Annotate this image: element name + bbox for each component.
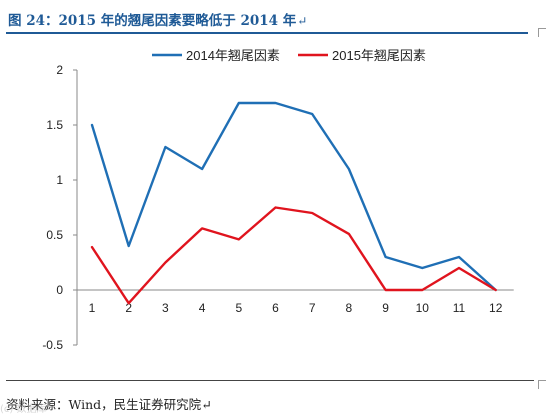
- source-note: 资料来源：Wind，民生证券研究院↵: [6, 397, 212, 412]
- x-tick-label: 4: [199, 301, 206, 315]
- x-tick-label: 11: [453, 301, 466, 315]
- corner-marker-bottom: [538, 380, 546, 389]
- x-tick-label: 1: [89, 301, 96, 315]
- legend-label-2: 2015年翘尾因素: [332, 48, 426, 63]
- x-tick-label: 3: [162, 301, 169, 315]
- title-bar: 图 24：2015 年的翘尾因素要略低于 2014 年↵: [6, 6, 528, 34]
- series-line-2: [90, 206, 497, 305]
- x-tick-label: 9: [382, 301, 389, 315]
- legend-label-1: 2014年翘尾因素: [186, 48, 280, 63]
- watermark: (c) 数据库: [0, 404, 47, 415]
- figure-title: 图 24：2015 年的翘尾因素要略低于 2014 年↵: [8, 13, 308, 29]
- y-tick-label: -0.5: [42, 338, 63, 352]
- y-tick-label: 1: [56, 173, 63, 187]
- y-tick-label: 0: [56, 283, 63, 297]
- x-tick-label: 5: [235, 301, 242, 315]
- legend: 2014年翘尾因素 2015年翘尾因素: [152, 48, 426, 63]
- x-tick-label: 8: [346, 301, 353, 315]
- chart-series: [90, 101, 497, 305]
- x-tick-label: 12: [489, 301, 503, 315]
- corner-marker: [538, 28, 546, 37]
- line-chart: 2014年翘尾因素 2015年翘尾因素 21.510.50-0.51 2 3 4 5 6 7 8…: [42, 48, 514, 352]
- paragraph-mark-icon: ↵: [297, 14, 308, 28]
- x-tick-label: 7: [309, 301, 316, 315]
- series-line-1: [90, 101, 497, 292]
- x-tick-label: 6: [272, 301, 279, 315]
- chart-axes: 21.510.50-0.51 2 3 4 5 6 7 8 9 10 11 12: [42, 63, 514, 352]
- y-tick-label: 0.5: [46, 228, 63, 242]
- y-tick-label: 2: [56, 63, 63, 77]
- x-tick-label: 2: [125, 301, 132, 315]
- y-tick-label: 1.5: [46, 118, 63, 132]
- x-tick-label: 10: [416, 301, 430, 315]
- paragraph-mark-icon: ↵: [201, 397, 212, 412]
- source-divider: [6, 380, 534, 381]
